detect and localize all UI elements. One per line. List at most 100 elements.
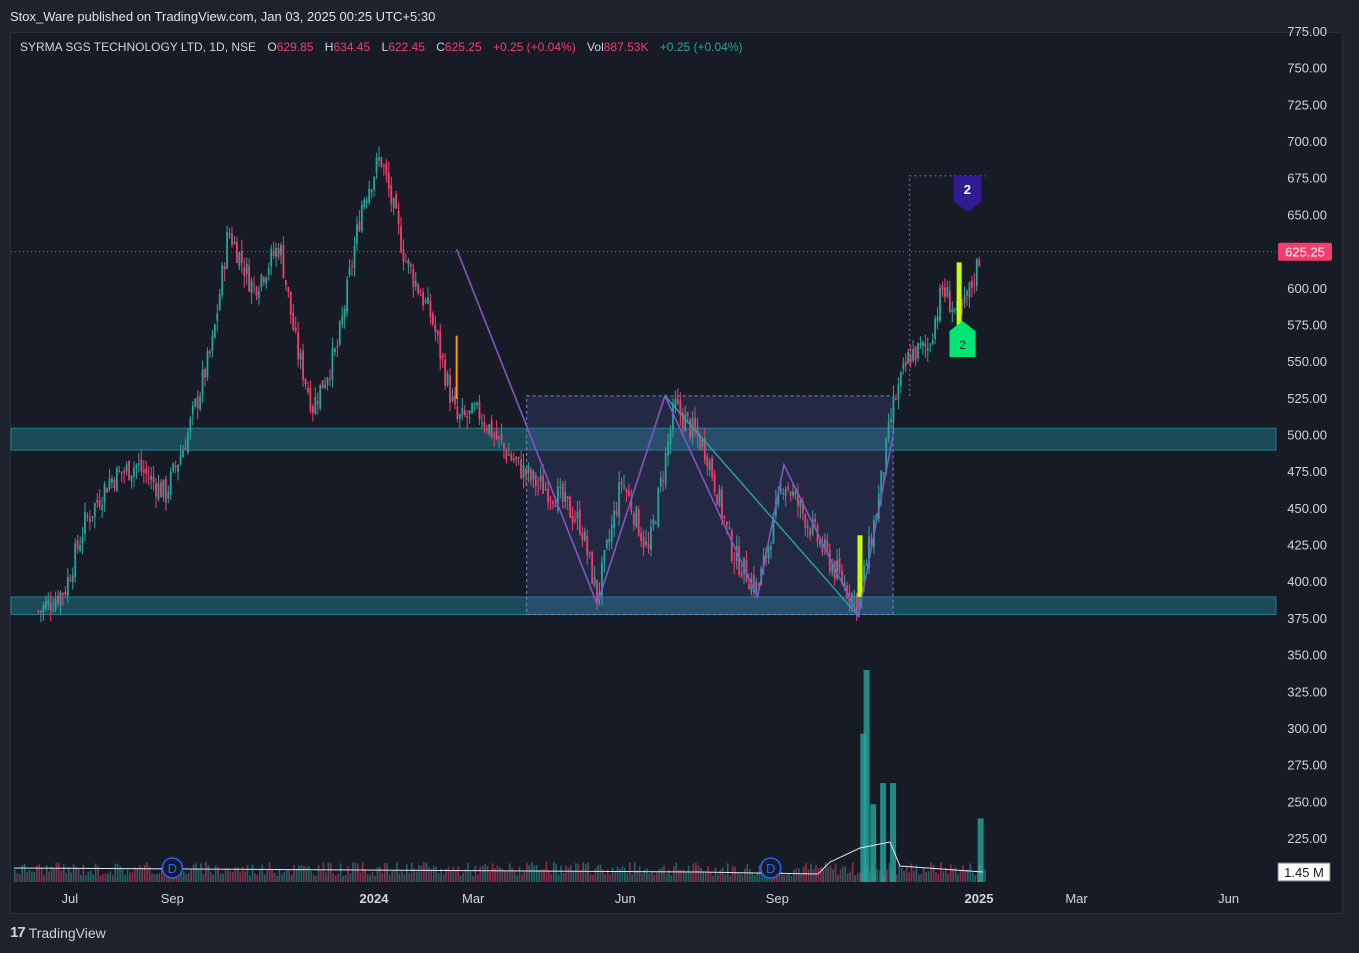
volume-bar — [827, 866, 829, 882]
volume-bar — [962, 865, 964, 882]
volume-bar — [516, 875, 518, 882]
volume-bar — [259, 870, 261, 882]
candle-body — [152, 476, 155, 483]
candle-body — [537, 483, 540, 485]
time-tick-label: Jul — [62, 891, 79, 906]
candle-body — [863, 565, 865, 583]
candle-body — [804, 514, 807, 529]
candle-body — [368, 188, 371, 204]
candle-body — [853, 595, 856, 598]
volume-bar — [930, 862, 932, 882]
tradingview-brand: TradingView — [28, 924, 106, 941]
volume-bar — [947, 874, 950, 882]
volume-bar — [932, 864, 935, 882]
volume-bar — [736, 872, 739, 882]
candle-body — [503, 443, 505, 449]
volume-bar — [369, 875, 371, 882]
pattern-trendline — [664, 395, 859, 617]
candle-body — [838, 558, 841, 572]
volume-bar — [376, 867, 379, 882]
candle-body — [240, 250, 243, 264]
candle-body — [831, 564, 834, 574]
volume-bar — [584, 863, 587, 882]
candle-body — [534, 475, 537, 487]
tradingview-logo-icon: 17 — [10, 924, 26, 941]
volume-bar — [349, 873, 352, 882]
volume-bar — [940, 862, 942, 882]
volume-bar — [496, 865, 499, 882]
candle-body — [255, 287, 258, 297]
candle-body — [88, 518, 91, 522]
volume-bar — [94, 863, 97, 882]
candle-body — [412, 268, 415, 287]
volume-bar — [810, 863, 812, 882]
volume-bar — [102, 874, 104, 882]
candle-body — [417, 284, 420, 294]
candle-body — [473, 407, 476, 409]
candle-body — [111, 478, 113, 483]
candle-body — [912, 349, 914, 361]
candle-body — [806, 525, 809, 529]
candle-body — [351, 266, 353, 268]
volume-bar — [455, 869, 457, 882]
candle-body — [76, 540, 79, 549]
dividend-icon: D — [759, 857, 782, 879]
volume-bar — [406, 864, 408, 882]
volume-bar — [244, 871, 246, 882]
candle-body — [449, 375, 451, 403]
candle-body — [640, 532, 643, 542]
candle-body — [770, 546, 772, 550]
volume-bar — [692, 863, 695, 882]
change-value: +0.25 (+0.04%) — [492, 40, 576, 54]
candle-body — [505, 449, 508, 460]
volume-bar — [633, 862, 636, 882]
volume-bar — [918, 874, 920, 882]
candle-body — [150, 475, 153, 480]
candle-body — [223, 266, 226, 270]
candle-body — [461, 407, 464, 416]
candle-body — [331, 347, 334, 380]
candle-body — [346, 279, 349, 314]
candle-body — [608, 539, 611, 543]
candle-body — [253, 284, 255, 286]
candle-body — [645, 540, 647, 545]
volume-bar — [570, 865, 572, 882]
candle-body — [311, 406, 314, 414]
time-tick-label: Sep — [161, 891, 184, 906]
volume-bar — [599, 864, 602, 882]
volume-bar — [829, 865, 832, 882]
volume-bar — [357, 863, 359, 882]
volume-bar — [386, 863, 388, 882]
price-tick-label: 550.00 — [1287, 354, 1327, 369]
volume-bar — [837, 875, 839, 882]
candle-body — [941, 285, 944, 290]
candle-body — [907, 351, 910, 364]
tradingview-footer[interactable]: 17 TradingView — [10, 924, 106, 941]
candle-body — [968, 282, 971, 298]
volume-bar — [648, 873, 651, 882]
volume-bar — [653, 874, 656, 882]
volume-bar — [388, 874, 391, 882]
candle-body — [52, 609, 55, 611]
candle-body — [718, 489, 721, 506]
candle-body — [642, 537, 645, 548]
candle-body — [319, 384, 322, 409]
candle-body — [659, 477, 662, 487]
candle-body — [179, 454, 182, 465]
candles — [37, 146, 981, 623]
candle-body — [782, 492, 785, 494]
volume-bar — [303, 865, 305, 882]
volume-bar — [16, 873, 19, 882]
candle-body — [360, 205, 363, 232]
volume-bar — [268, 862, 271, 882]
candle-body — [738, 546, 741, 575]
chart-panel[interactable] — [10, 32, 1343, 914]
volume-bar — [308, 866, 310, 882]
candle-body — [814, 518, 816, 523]
candle-body — [762, 555, 765, 567]
volume-bar — [339, 863, 342, 882]
volume-bar — [876, 869, 878, 882]
candle-body — [507, 454, 510, 456]
candle-body — [409, 264, 412, 268]
